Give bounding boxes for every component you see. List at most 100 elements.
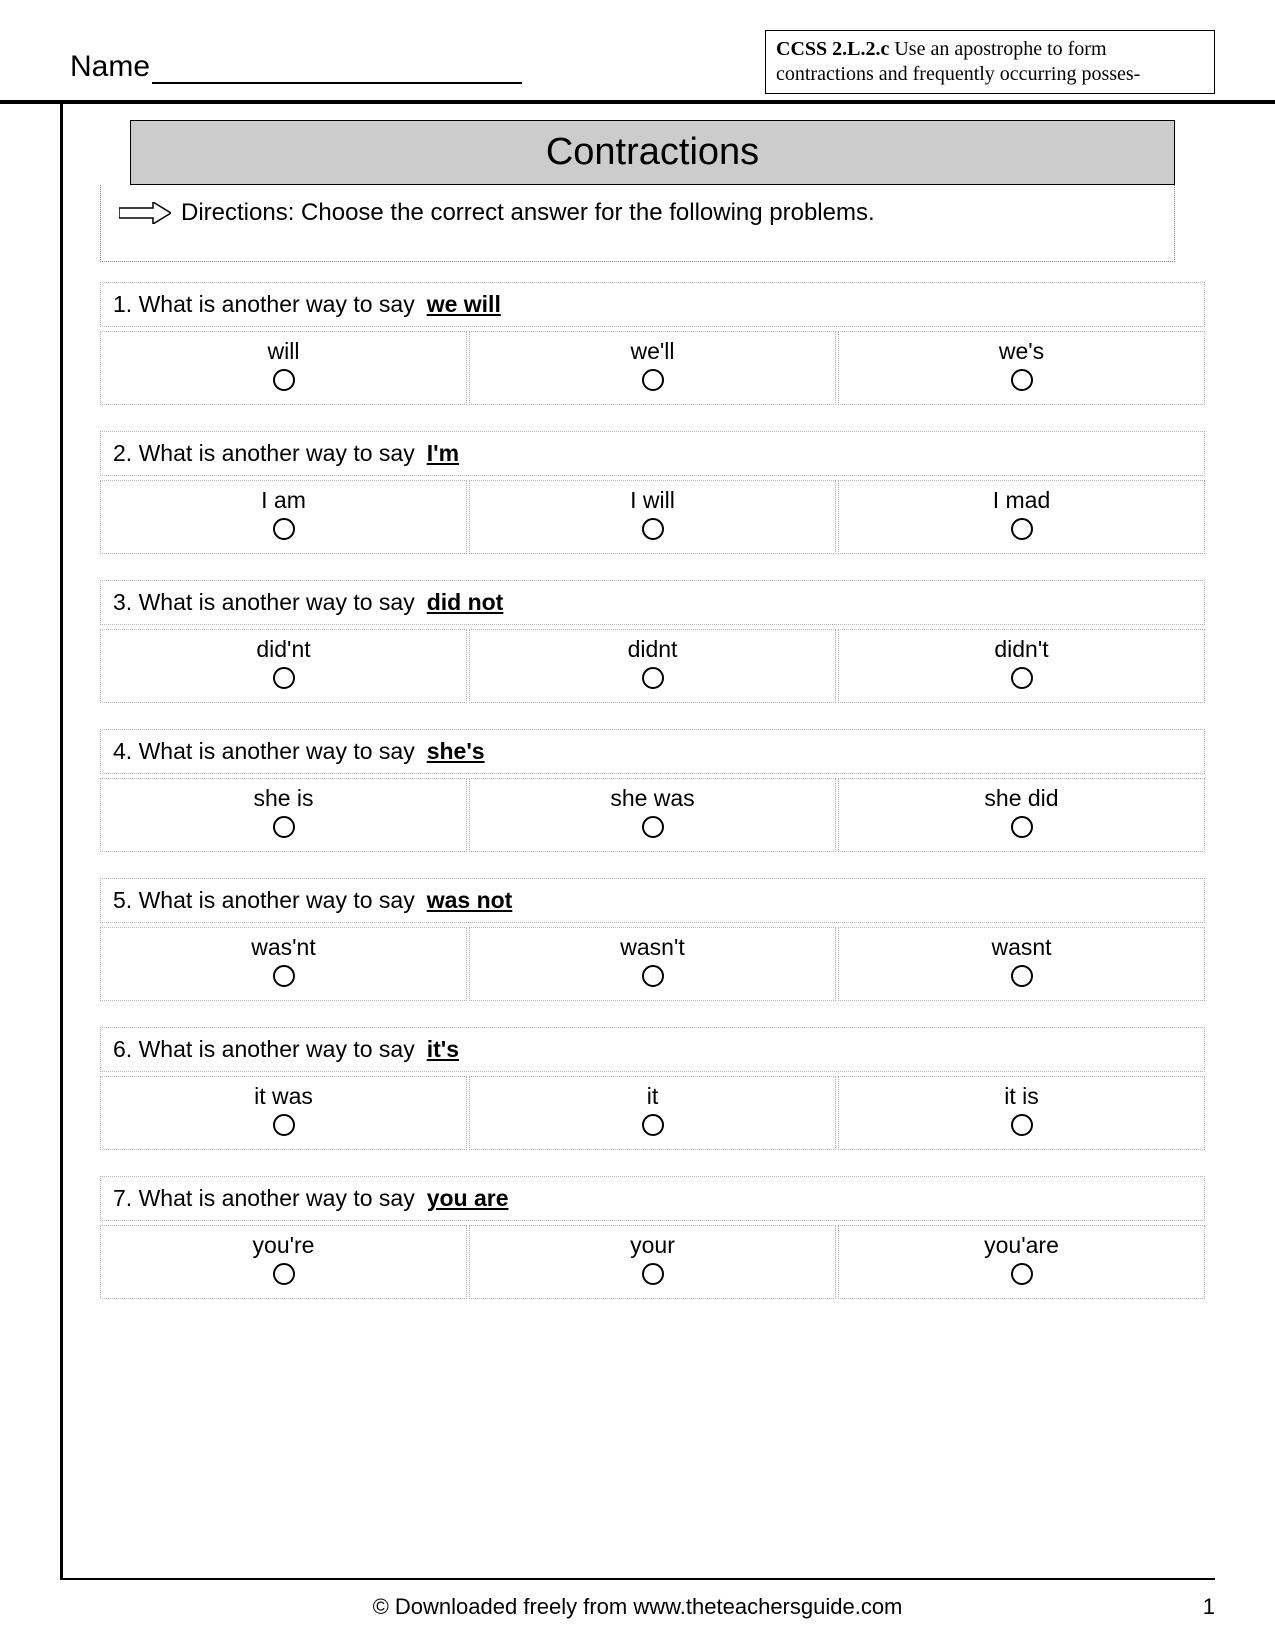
- radio-circle-icon[interactable]: [273, 667, 295, 689]
- options-row: was'ntwasn'twasnt: [100, 927, 1205, 1001]
- radio-circle-icon[interactable]: [642, 816, 664, 838]
- option-label: will: [101, 338, 466, 365]
- options-row: she isshe wasshe did: [100, 778, 1205, 852]
- answer-option[interactable]: I mad: [838, 480, 1205, 554]
- radio-circle-icon[interactable]: [273, 1114, 295, 1136]
- question-stem: What is another way to say: [139, 1036, 415, 1062]
- answer-option[interactable]: she is: [100, 778, 467, 852]
- option-label: we's: [839, 338, 1204, 365]
- question-prompt-row: 5. What is another way to saywas not: [100, 878, 1205, 923]
- radio-circle-icon[interactable]: [1011, 369, 1033, 391]
- answer-option[interactable]: we's: [838, 331, 1205, 405]
- question-prompt-row: 4. What is another way to say she's: [100, 729, 1205, 774]
- option-label: wasnt: [839, 934, 1204, 961]
- question: 1. What is another way to say we will will…: [100, 282, 1205, 405]
- question: 7. What is another way to sayyou areyou'…: [100, 1176, 1205, 1299]
- standards-box: CCSS 2.L.2.c Use an apostrophe to form c…: [765, 30, 1215, 94]
- questions-list: 1. What is another way to say we will will…: [100, 282, 1205, 1299]
- answer-option[interactable]: was'nt: [100, 927, 467, 1001]
- question-number: 6.: [113, 1036, 139, 1062]
- option-label: didnt: [470, 636, 835, 663]
- question-prompt-row: 2. What is another way to sayI'm: [100, 431, 1205, 476]
- question-term: we will: [427, 291, 501, 317]
- footer-line: [60, 1578, 1215, 1580]
- answer-option[interactable]: we'll: [469, 331, 836, 405]
- option-label: I mad: [839, 487, 1204, 514]
- question-number: 5.: [113, 887, 139, 913]
- answer-option[interactable]: you're: [100, 1225, 467, 1299]
- directions-box: Directions: Choose the correct answer fo…: [100, 185, 1175, 262]
- answer-option[interactable]: it is: [838, 1076, 1205, 1150]
- option-label: it was: [101, 1083, 466, 1110]
- option-label: was'nt: [101, 934, 466, 961]
- answer-option[interactable]: did'nt: [100, 629, 467, 703]
- question-prompt-row: 3. What is another way to saydid not: [100, 580, 1205, 625]
- answer-option[interactable]: it was: [100, 1076, 467, 1150]
- radio-circle-icon[interactable]: [273, 965, 295, 987]
- options-row: did'ntdidntdidn't: [100, 629, 1205, 703]
- radio-circle-icon[interactable]: [642, 1114, 664, 1136]
- radio-circle-icon[interactable]: [273, 1263, 295, 1285]
- radio-circle-icon[interactable]: [1011, 816, 1033, 838]
- answer-option[interactable]: wasn't: [469, 927, 836, 1001]
- answer-option[interactable]: wasnt: [838, 927, 1205, 1001]
- option-label: you'are: [839, 1232, 1204, 1259]
- question-stem: What is another way to say: [139, 291, 415, 317]
- options-row: it wasitit is: [100, 1076, 1205, 1150]
- worksheet-title: Contractions: [130, 120, 1175, 185]
- answer-option[interactable]: she did: [838, 778, 1205, 852]
- question-term: she's: [427, 738, 485, 764]
- radio-circle-icon[interactable]: [642, 667, 664, 689]
- horizontal-rule: [0, 100, 1275, 104]
- question-number: 4.: [113, 738, 139, 764]
- options-row: I amI willI mad: [100, 480, 1205, 554]
- options-row: willwe'llwe's: [100, 331, 1205, 405]
- answer-option[interactable]: will: [100, 331, 467, 405]
- question-stem: What is another way to say: [139, 589, 415, 615]
- question-stem: What is another way to say: [139, 1185, 415, 1211]
- option-label: it is: [839, 1083, 1204, 1110]
- radio-circle-icon[interactable]: [273, 816, 295, 838]
- question: 5. What is another way to saywas notwas'…: [100, 878, 1205, 1001]
- name-input-line[interactable]: [152, 56, 522, 84]
- option-label: your: [470, 1232, 835, 1259]
- answer-option[interactable]: your: [469, 1225, 836, 1299]
- answer-option[interactable]: it: [469, 1076, 836, 1150]
- footer-text: © Downloaded freely from www.theteachers…: [0, 1594, 1275, 1620]
- answer-option[interactable]: didnt: [469, 629, 836, 703]
- option-label: you're: [101, 1232, 466, 1259]
- question-term: was not: [427, 887, 513, 913]
- question-prompt-row: 7. What is another way to sayyou are: [100, 1176, 1205, 1221]
- option-label: I will: [470, 487, 835, 514]
- answer-option[interactable]: I will: [469, 480, 836, 554]
- option-label: didn't: [839, 636, 1204, 663]
- question-stem: What is another way to say: [139, 738, 415, 764]
- vertical-rule: [60, 100, 63, 1580]
- standards-code: CCSS 2.L.2.c: [776, 38, 889, 60]
- option-label: she was: [470, 785, 835, 812]
- radio-circle-icon[interactable]: [1011, 965, 1033, 987]
- radio-circle-icon[interactable]: [642, 965, 664, 987]
- name-label: Name: [70, 50, 150, 84]
- directions-text: Directions: Choose the correct answer fo…: [181, 199, 875, 227]
- radio-circle-icon[interactable]: [1011, 1263, 1033, 1285]
- question-term: it's: [427, 1036, 459, 1062]
- answer-option[interactable]: I am: [100, 480, 467, 554]
- question-term: did not: [427, 589, 504, 615]
- option-label: it: [470, 1083, 835, 1110]
- radio-circle-icon[interactable]: [1011, 518, 1033, 540]
- question: 3. What is another way to saydid notdid'…: [100, 580, 1205, 703]
- radio-circle-icon[interactable]: [642, 369, 664, 391]
- option-label: did'nt: [101, 636, 466, 663]
- question-term: you are: [427, 1185, 509, 1211]
- radio-circle-icon[interactable]: [642, 1263, 664, 1285]
- radio-circle-icon[interactable]: [642, 518, 664, 540]
- radio-circle-icon[interactable]: [1011, 1114, 1033, 1136]
- answer-option[interactable]: you'are: [838, 1225, 1205, 1299]
- question-number: 1.: [113, 291, 139, 317]
- radio-circle-icon[interactable]: [273, 369, 295, 391]
- answer-option[interactable]: didn't: [838, 629, 1205, 703]
- answer-option[interactable]: she was: [469, 778, 836, 852]
- radio-circle-icon[interactable]: [1011, 667, 1033, 689]
- radio-circle-icon[interactable]: [273, 518, 295, 540]
